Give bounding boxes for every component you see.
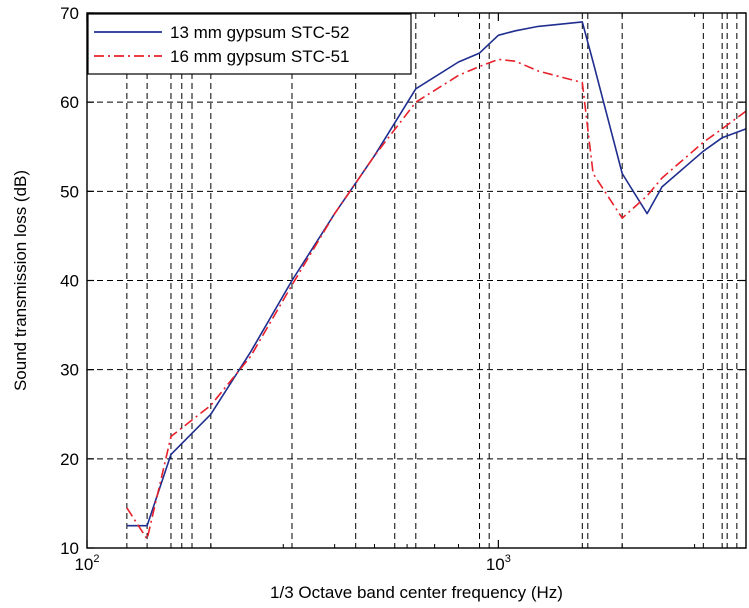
- series-line-2: [126, 58, 747, 540]
- y-tick-label: 50: [60, 182, 79, 201]
- legend: 13 mm gypsum STC-52 16 mm gypsum STC-51: [87, 13, 412, 75]
- legend-label-1: 13 mm gypsum STC-52: [170, 23, 350, 42]
- y-tick-label: 10: [60, 539, 79, 558]
- legend-label-2: 16 mm gypsum STC-51: [170, 47, 350, 66]
- y-tick-label: 20: [60, 450, 79, 469]
- legend-box: [87, 13, 412, 75]
- series-line-1: [126, 21, 747, 527]
- y-tick-label: 70: [60, 4, 79, 23]
- series-layer: [126, 21, 747, 540]
- y-tick-label: 60: [60, 93, 79, 112]
- y-tick-label: 40: [60, 272, 79, 291]
- x-tick-label: 102: [74, 553, 99, 574]
- axis-ticks: 10 20 30 40 50 60 70 102 103: [60, 4, 747, 574]
- grid-lines: [87, 13, 746, 548]
- y-axis-label: Sound transmission loss (dB): [11, 170, 30, 391]
- y-tick-label: 30: [60, 361, 79, 380]
- x-axis-label: 1/3 Octave band center frequency (Hz): [270, 583, 563, 602]
- x-tick-label: 103: [486, 553, 511, 574]
